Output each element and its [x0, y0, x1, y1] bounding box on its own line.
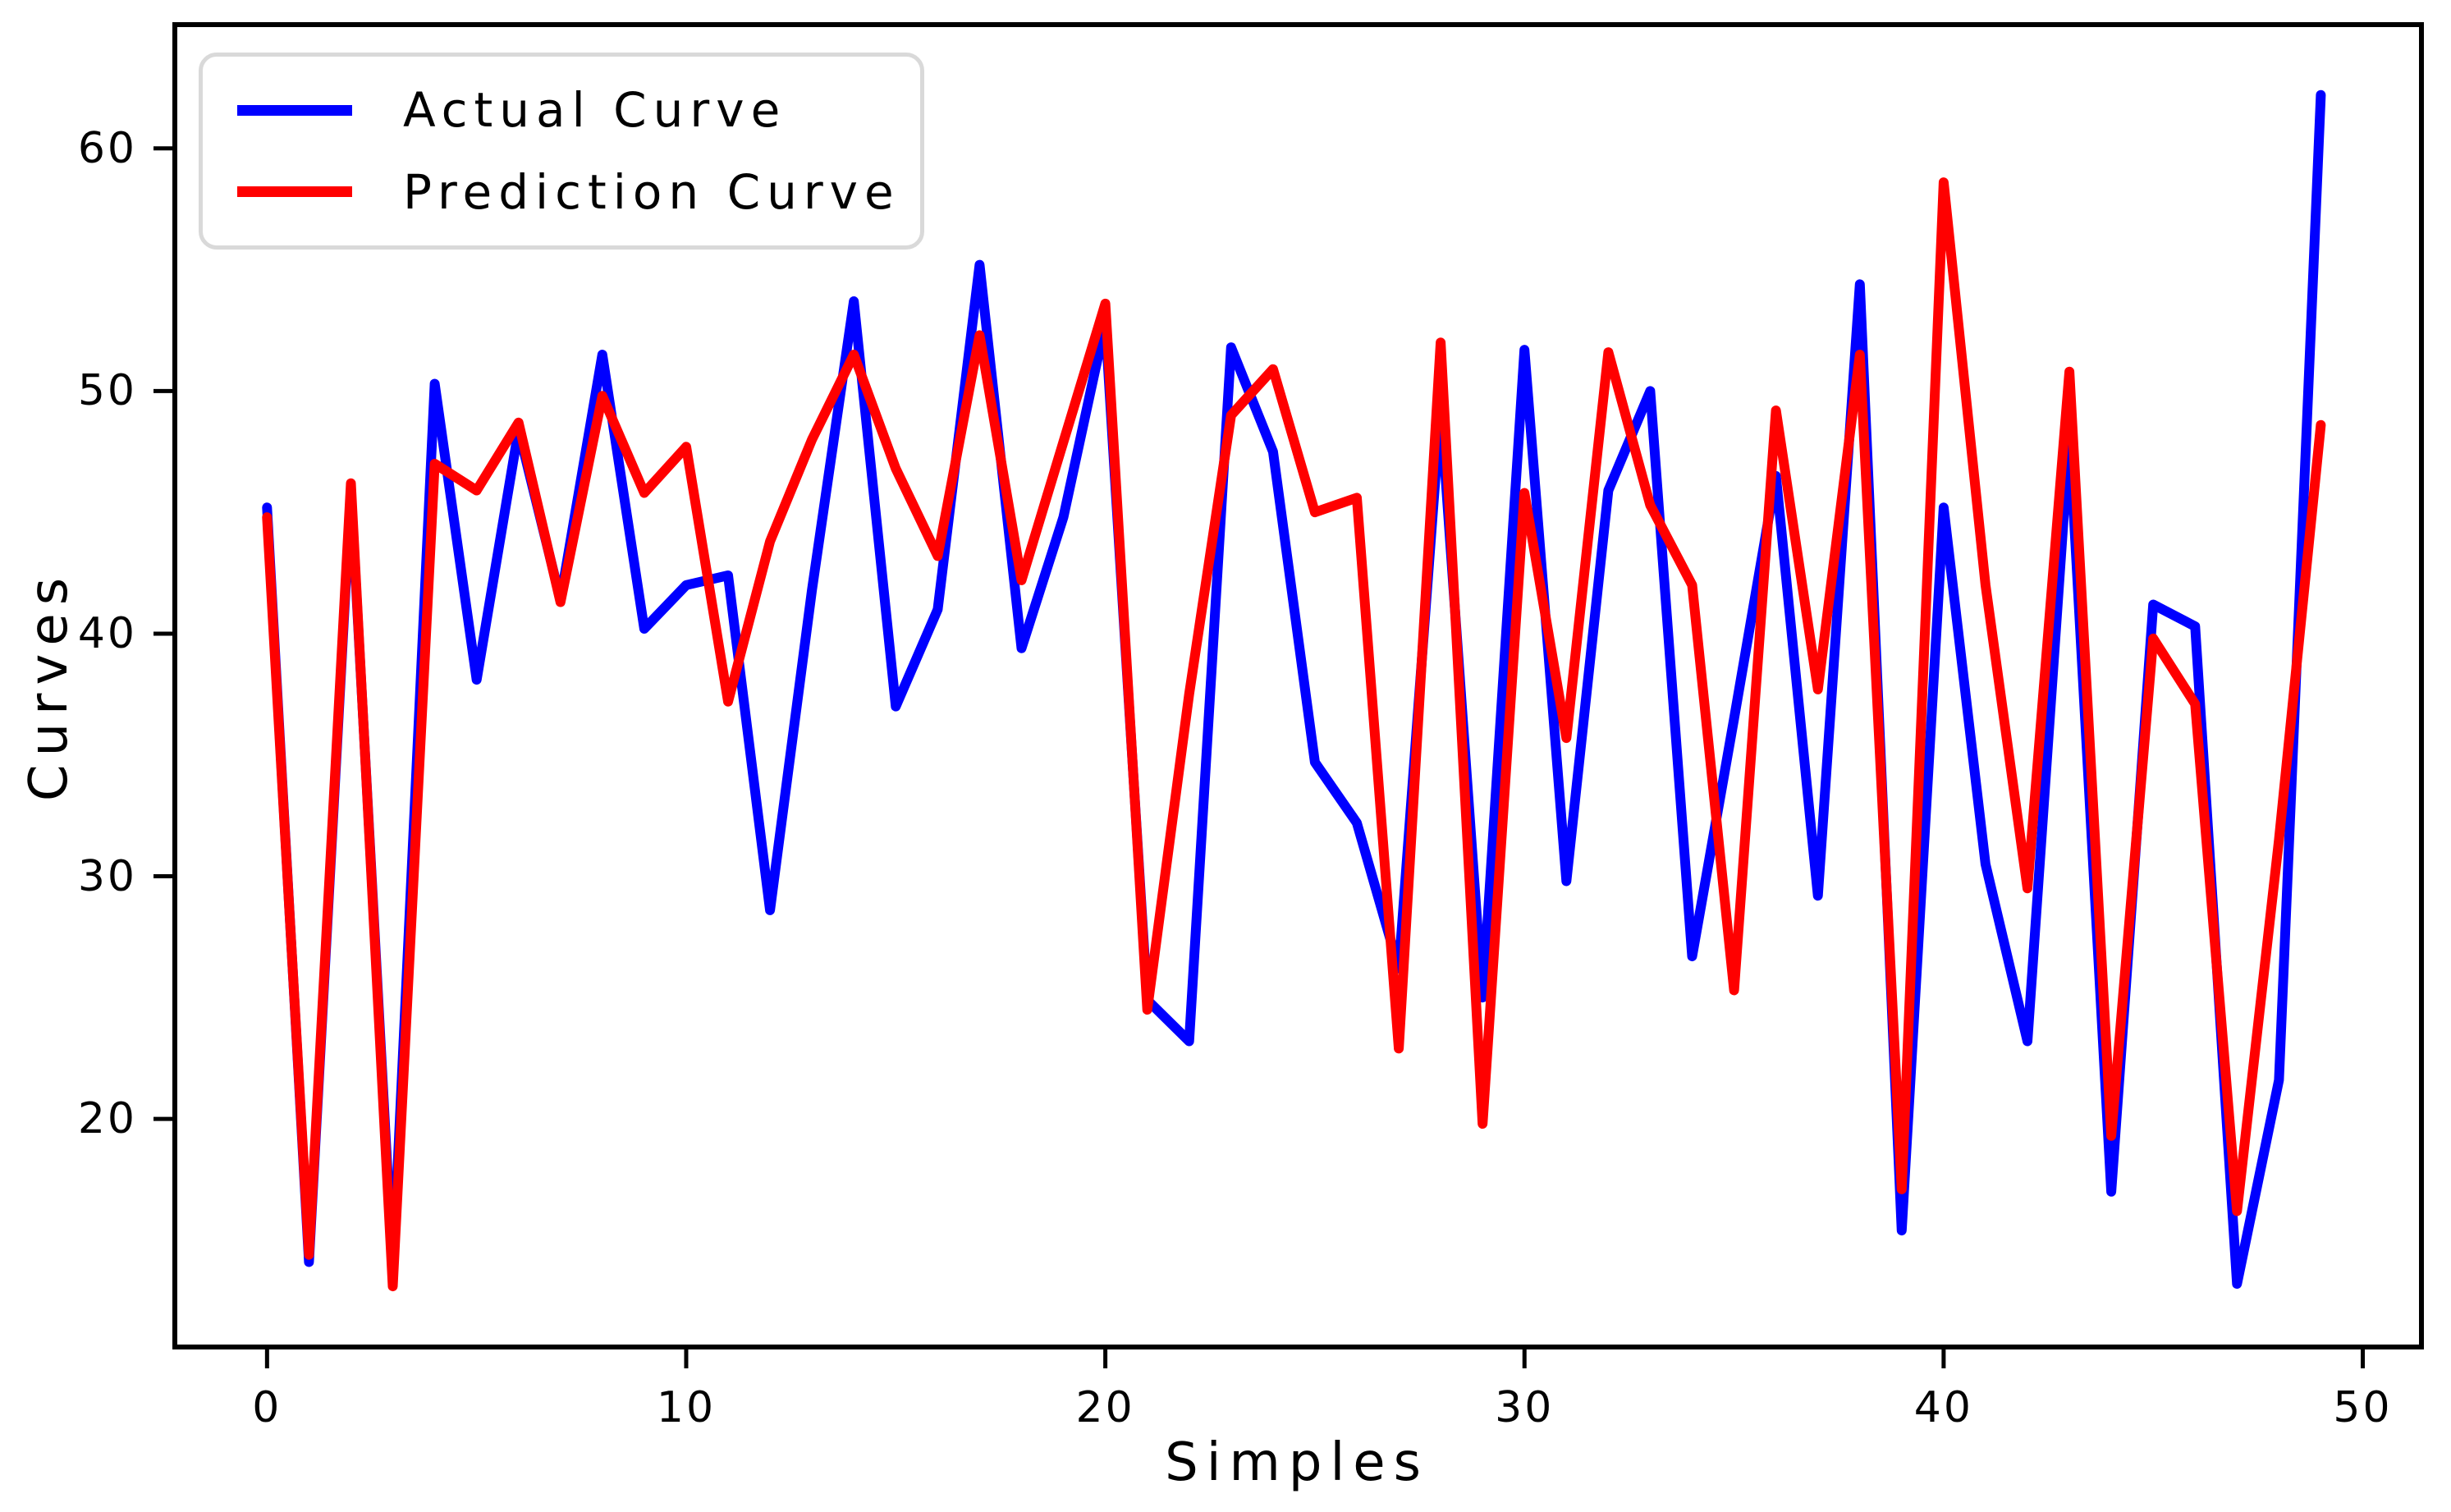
x-tick-label: 30: [1495, 1383, 1555, 1432]
legend-box: Actual Curve Prediction Curve: [199, 53, 924, 250]
x-tick-label: 20: [1075, 1383, 1135, 1432]
y-tick-label: 40: [77, 608, 137, 658]
legend-item-actual: Actual Curve: [203, 82, 920, 138]
y-tick-label: 30: [77, 851, 137, 901]
y-tick-label: 60: [77, 123, 137, 173]
y-tick-label: 20: [77, 1094, 137, 1144]
legend-label-actual: Actual Curve: [403, 82, 787, 139]
legend-label-prediction: Prediction Curve: [403, 163, 900, 220]
x-tick-label: 10: [656, 1383, 717, 1432]
actual-curve-line: [262, 89, 2326, 1290]
x-tick-label: 40: [1913, 1383, 1973, 1432]
x-tick-label: 50: [2333, 1383, 2393, 1432]
prediction-curve-swatch: [237, 186, 352, 198]
prediction-curve-line: [262, 177, 2326, 1292]
x-axis-title: Simples: [1165, 1432, 1429, 1493]
plot-border: [172, 22, 2424, 1349]
y-axis-title: Curves: [19, 569, 80, 802]
y-tick-label: 50: [77, 366, 137, 416]
legend-item-prediction: Prediction Curve: [203, 164, 920, 220]
x-tick-label: 0: [252, 1383, 282, 1432]
actual-curve-swatch: [237, 104, 352, 116]
